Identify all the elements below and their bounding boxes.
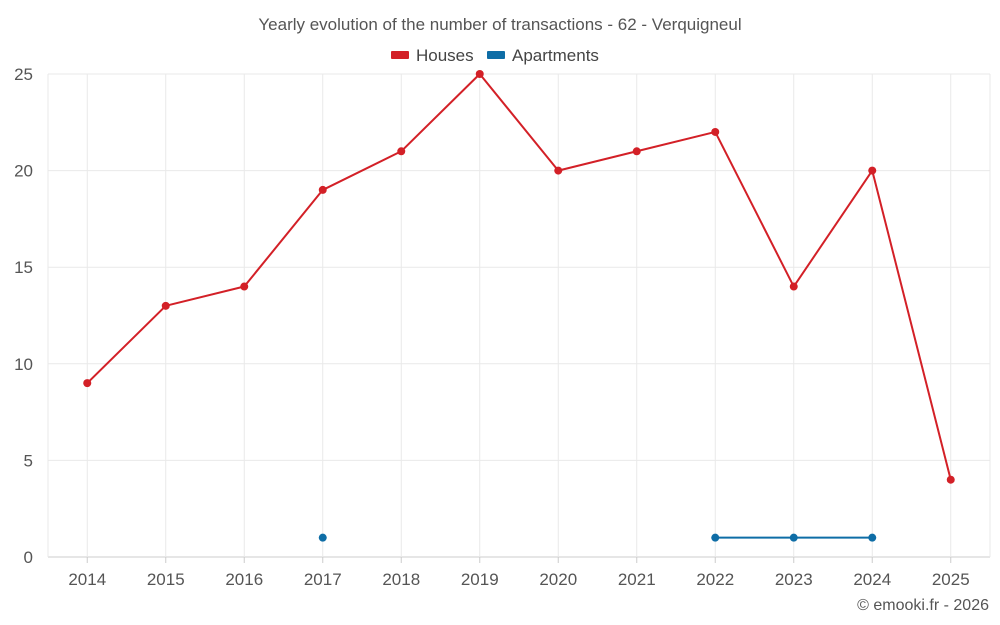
data-point-houses[interactable] — [161, 301, 170, 310]
data-point-apartments[interactable] — [711, 533, 720, 542]
data-point-houses[interactable] — [868, 166, 877, 175]
x-tick-label: 2014 — [68, 570, 106, 589]
x-tick-label: 2015 — [147, 570, 185, 589]
data-point-apartments[interactable] — [789, 533, 798, 542]
legend-item-houses[interactable]: Houses — [391, 46, 474, 65]
y-tick-label: 5 — [24, 451, 33, 470]
legend: Houses Apartments — [391, 46, 599, 65]
x-tick-label: 2024 — [853, 570, 891, 589]
data-point-houses[interactable] — [789, 282, 798, 291]
y-tick-label: 10 — [14, 355, 33, 374]
x-tick-label: 2022 — [696, 570, 734, 589]
data-point-houses[interactable] — [475, 70, 484, 78]
x-tick-label: 2017 — [304, 570, 342, 589]
data-point-apartments[interactable] — [318, 533, 327, 542]
credit-text: © emooki.fr - 2026 — [857, 597, 989, 614]
x-tick-label: 2020 — [539, 570, 577, 589]
data-point-houses[interactable] — [240, 282, 249, 291]
chart-title: Yearly evolution of the number of transa… — [258, 15, 741, 34]
data-point-houses[interactable] — [946, 475, 955, 484]
x-tick-label: 2018 — [382, 570, 420, 589]
y-tick-label: 0 — [24, 548, 33, 567]
y-tick-label: 15 — [14, 258, 33, 277]
legend-swatch-apartments — [487, 51, 505, 59]
data-point-houses[interactable] — [318, 185, 327, 194]
y-tick-label: 25 — [14, 65, 33, 84]
y-axis-ticks: 0 5 10 15 20 25 — [14, 65, 33, 567]
data-point-houses[interactable] — [554, 166, 563, 175]
x-tick-label: 2025 — [932, 570, 970, 589]
data-point-houses[interactable] — [397, 147, 406, 156]
x-tick-label: 2019 — [461, 570, 499, 589]
series-houses — [83, 70, 955, 484]
x-tick-label: 2023 — [775, 570, 813, 589]
x-tick-label: 2016 — [225, 570, 263, 589]
x-tick-label: 2021 — [618, 570, 656, 589]
series-line-houses — [86, 73, 952, 480]
data-point-houses[interactable] — [711, 127, 720, 136]
legend-label-apartments: Apartments — [512, 46, 599, 65]
series — [83, 70, 955, 542]
legend-item-apartments[interactable]: Apartments — [487, 46, 599, 65]
legend-swatch-houses — [391, 51, 409, 59]
data-point-houses[interactable] — [632, 147, 641, 156]
y-tick-label: 20 — [14, 162, 33, 181]
data-point-houses[interactable] — [83, 379, 92, 388]
legend-label-houses: Houses — [416, 46, 474, 65]
series-apartments — [318, 533, 877, 542]
grid — [47, 73, 991, 563]
data-point-apartments[interactable] — [868, 533, 877, 542]
x-axis-ticks: 2014 2015 2016 2017 2018 2019 2020 2021 2022 2023… — [68, 570, 969, 589]
